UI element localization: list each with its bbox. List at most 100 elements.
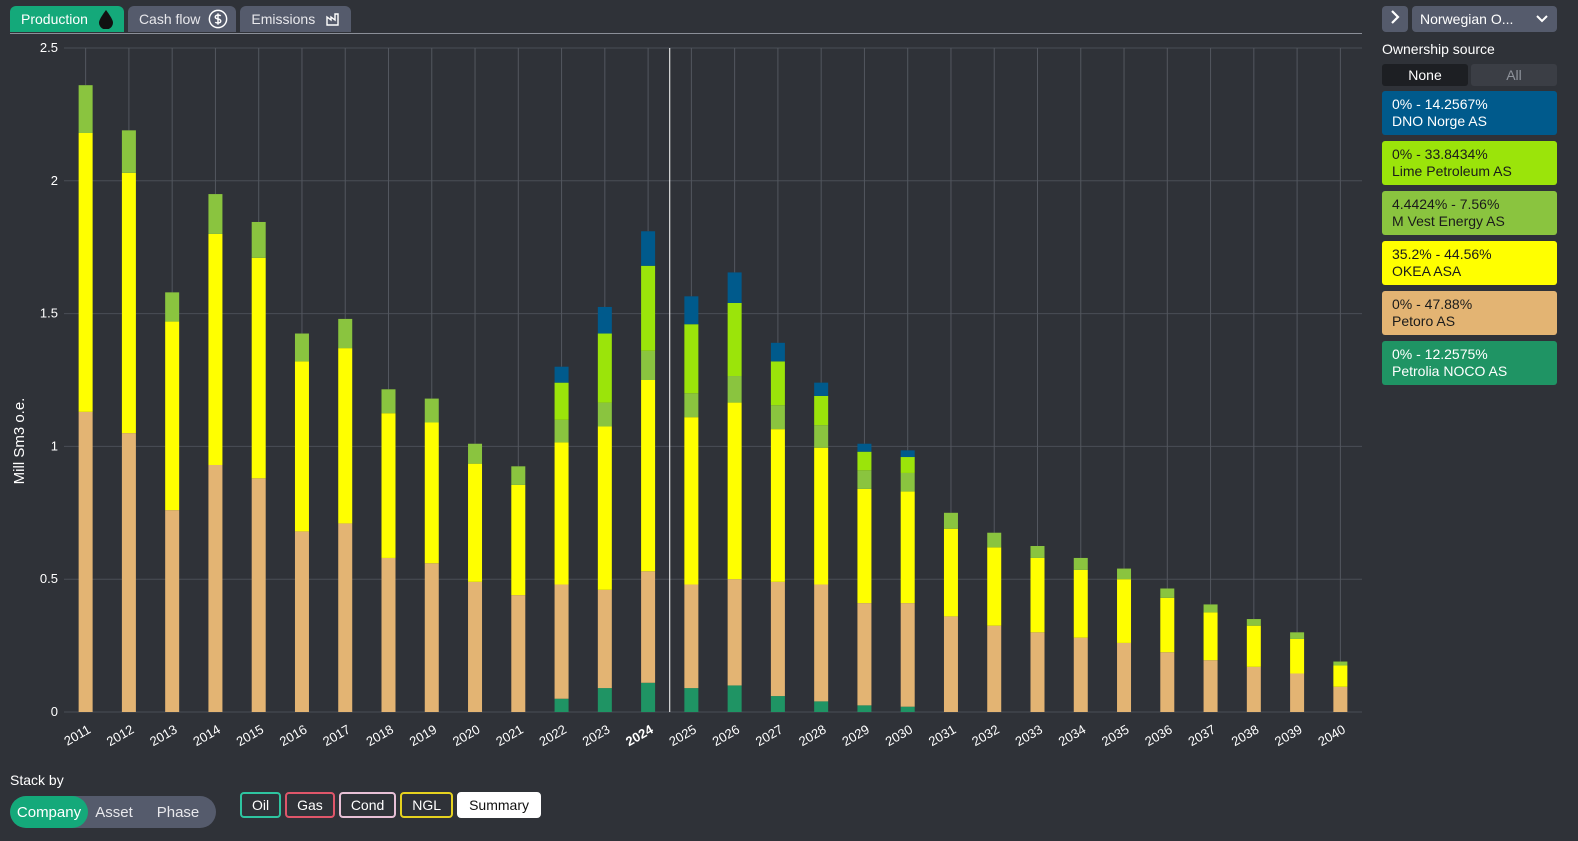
bar-segment-lime-petroleum-as[interactable] xyxy=(641,265,656,351)
bar-segment-dno-norge-as[interactable] xyxy=(900,450,915,458)
bar-segment-petoro-as[interactable] xyxy=(1073,637,1088,712)
bar-segment-m-vest-energy-as[interactable] xyxy=(294,333,309,362)
bar-segment-petoro-as[interactable] xyxy=(987,625,1002,712)
bar-segment-petoro-as[interactable] xyxy=(1290,673,1305,712)
bar-segment-petrolia-noco-as[interactable] xyxy=(641,682,656,712)
bar-segment-okea-asa[interactable] xyxy=(1203,612,1218,661)
bar-segment-okea-asa[interactable] xyxy=(208,233,223,465)
bar-segment-okea-asa[interactable] xyxy=(857,488,872,604)
stack-asset-option[interactable]: Asset xyxy=(95,803,133,821)
bar-segment-m-vest-energy-as[interactable] xyxy=(727,376,742,403)
bar-segment-m-vest-energy-as[interactable] xyxy=(468,443,483,464)
bar-segment-m-vest-energy-as[interactable] xyxy=(900,472,915,492)
bar-segment-petoro-as[interactable] xyxy=(424,563,439,712)
bar-segment-petrolia-noco-as[interactable] xyxy=(770,696,785,712)
bar-segment-m-vest-energy-as[interactable] xyxy=(424,398,439,423)
bar-segment-dno-norge-as[interactable] xyxy=(597,306,612,334)
bar-segment-lime-petroleum-as[interactable] xyxy=(900,457,915,473)
bar-segment-m-vest-energy-as[interactable] xyxy=(251,221,266,258)
bar-segment-m-vest-energy-as[interactable] xyxy=(770,405,785,430)
bar-segment-lime-petroleum-as[interactable] xyxy=(684,324,699,394)
bar-segment-okea-asa[interactable] xyxy=(1073,569,1088,638)
bar-segment-okea-asa[interactable] xyxy=(78,132,93,412)
bar-segment-m-vest-energy-as[interactable] xyxy=(987,532,1002,548)
bar-segment-m-vest-energy-as[interactable] xyxy=(597,402,612,427)
bar-segment-dno-norge-as[interactable] xyxy=(857,443,872,452)
bar-segment-petrolia-noco-as[interactable] xyxy=(554,698,569,712)
bar-segment-okea-asa[interactable] xyxy=(597,426,612,590)
bar-segment-m-vest-energy-as[interactable] xyxy=(121,130,136,173)
bar-segment-petoro-as[interactable] xyxy=(597,589,612,689)
bar-segment-m-vest-energy-as[interactable] xyxy=(684,393,699,418)
bar-segment-petoro-as[interactable] xyxy=(1203,660,1218,712)
bar-segment-petoro-as[interactable] xyxy=(511,595,526,712)
bar-segment-m-vest-energy-as[interactable] xyxy=(78,85,93,133)
bar-segment-petoro-as[interactable] xyxy=(381,557,396,712)
bar-segment-okea-asa[interactable] xyxy=(684,417,699,585)
bar-segment-lime-petroleum-as[interactable] xyxy=(727,302,742,377)
bar-segment-okea-asa[interactable] xyxy=(1030,557,1045,633)
bar-segment-okea-asa[interactable] xyxy=(900,491,915,604)
phase-button-gas[interactable]: Gas xyxy=(285,792,335,818)
toggle-none[interactable]: None xyxy=(1382,64,1468,86)
phase-button-cond[interactable]: Cond xyxy=(338,792,397,818)
bar-segment-petrolia-noco-as[interactable] xyxy=(900,706,915,712)
bar-segment-okea-asa[interactable] xyxy=(251,257,266,479)
bar-segment-petrolia-noco-as[interactable] xyxy=(814,701,829,712)
bar-segment-m-vest-energy-as[interactable] xyxy=(1117,568,1132,580)
legend-item[interactable]: 0% - 47.88% Petoro AS xyxy=(1382,291,1557,335)
phase-button-ngl[interactable]: NGL xyxy=(400,792,454,818)
bar-segment-okea-asa[interactable] xyxy=(165,321,180,511)
bar-segment-okea-asa[interactable] xyxy=(1246,625,1261,667)
bar-segment-okea-asa[interactable] xyxy=(943,528,958,617)
bar-segment-petoro-as[interactable] xyxy=(1333,686,1348,712)
bar-segment-m-vest-energy-as[interactable] xyxy=(338,318,353,349)
bar-segment-petoro-as[interactable] xyxy=(251,478,266,712)
legend-item[interactable]: 0% - 33.8434% Lime Petroleum AS xyxy=(1382,141,1557,185)
legend-item[interactable]: 0% - 14.2567% DNO Norge AS xyxy=(1382,91,1557,135)
bar-segment-m-vest-energy-as[interactable] xyxy=(1290,632,1305,639)
bar-segment-okea-asa[interactable] xyxy=(338,348,353,524)
bar-segment-m-vest-energy-as[interactable] xyxy=(1160,588,1175,598)
bar-segment-petoro-as[interactable] xyxy=(78,411,93,712)
bar-segment-petoro-as[interactable] xyxy=(641,571,656,683)
bar-segment-petoro-as[interactable] xyxy=(121,433,136,712)
bar-segment-petoro-as[interactable] xyxy=(1117,642,1132,712)
bar-segment-lime-petroleum-as[interactable] xyxy=(857,451,872,471)
toggle-all[interactable]: All xyxy=(1471,64,1557,86)
bar-segment-petoro-as[interactable] xyxy=(554,584,569,699)
bar-segment-petoro-as[interactable] xyxy=(294,531,309,712)
bar-segment-okea-asa[interactable] xyxy=(770,429,785,582)
bar-segment-okea-asa[interactable] xyxy=(511,484,526,596)
bar-segment-petoro-as[interactable] xyxy=(857,603,872,706)
bar-segment-petoro-as[interactable] xyxy=(900,603,915,707)
bar-segment-okea-asa[interactable] xyxy=(1117,579,1132,643)
bar-segment-dno-norge-as[interactable] xyxy=(554,366,569,383)
bar-segment-petoro-as[interactable] xyxy=(468,581,483,712)
bar-segment-petrolia-noco-as[interactable] xyxy=(857,705,872,712)
bar-segment-petrolia-noco-as[interactable] xyxy=(597,688,612,712)
bar-segment-lime-petroleum-as[interactable] xyxy=(597,333,612,403)
bar-segment-petoro-as[interactable] xyxy=(943,616,958,712)
bar-segment-m-vest-energy-as[interactable] xyxy=(1333,661,1348,666)
bar-segment-okea-asa[interactable] xyxy=(1290,638,1305,674)
bar-segment-petoro-as[interactable] xyxy=(208,464,223,712)
bar-segment-petoro-as[interactable] xyxy=(1030,632,1045,712)
stack-company-option[interactable]: Company xyxy=(10,796,88,828)
bar-segment-m-vest-energy-as[interactable] xyxy=(1246,619,1261,626)
bar-segment-m-vest-energy-as[interactable] xyxy=(641,350,656,380)
bar-segment-m-vest-energy-as[interactable] xyxy=(1073,557,1088,570)
bar-segment-okea-asa[interactable] xyxy=(641,380,656,572)
legend-item[interactable]: 35.2% - 44.56% OKEA ASA xyxy=(1382,241,1557,285)
bar-segment-petoro-as[interactable] xyxy=(727,579,742,686)
bar-segment-petoro-as[interactable] xyxy=(770,581,785,697)
bar-segment-petoro-as[interactable] xyxy=(814,584,829,702)
tab-production[interactable]: Production xyxy=(10,6,124,32)
bar-segment-dno-norge-as[interactable] xyxy=(684,296,699,325)
bar-segment-m-vest-energy-as[interactable] xyxy=(1030,546,1045,558)
bar-segment-okea-asa[interactable] xyxy=(381,413,396,558)
tab-cash-flow[interactable]: Cash flow xyxy=(127,6,237,32)
bar-segment-okea-asa[interactable] xyxy=(814,447,829,585)
bar-segment-okea-asa[interactable] xyxy=(727,402,742,580)
bar-segment-petrolia-noco-as[interactable] xyxy=(727,685,742,712)
